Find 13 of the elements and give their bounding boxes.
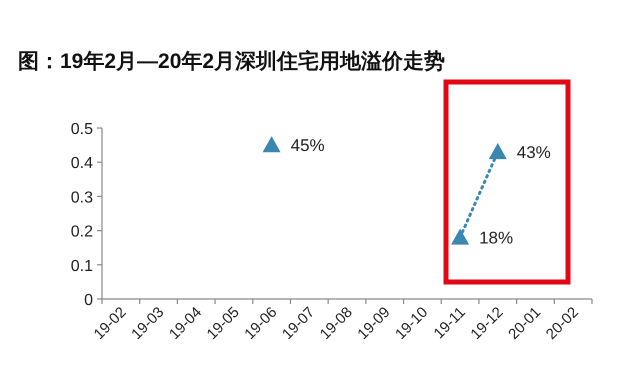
y-tick-label: 0.1 [70, 258, 94, 275]
point [451, 228, 470, 245]
y-tick-label: 0 [84, 292, 94, 309]
point [488, 142, 507, 160]
point [262, 136, 281, 152]
y-tick-label: 0.3 [70, 189, 94, 206]
y-tick-label: 0.4 [70, 155, 94, 172]
data-label: 18% [479, 228, 514, 248]
y-tick-label: 0.5 [70, 121, 94, 138]
data-label: 43% [516, 142, 551, 162]
title: 图：19年2月—20年2月深圳住宅用地溢价走势 [18, 50, 446, 73]
data-label: 45% [290, 136, 325, 156]
y-tick-label: 0.2 [70, 224, 94, 241]
